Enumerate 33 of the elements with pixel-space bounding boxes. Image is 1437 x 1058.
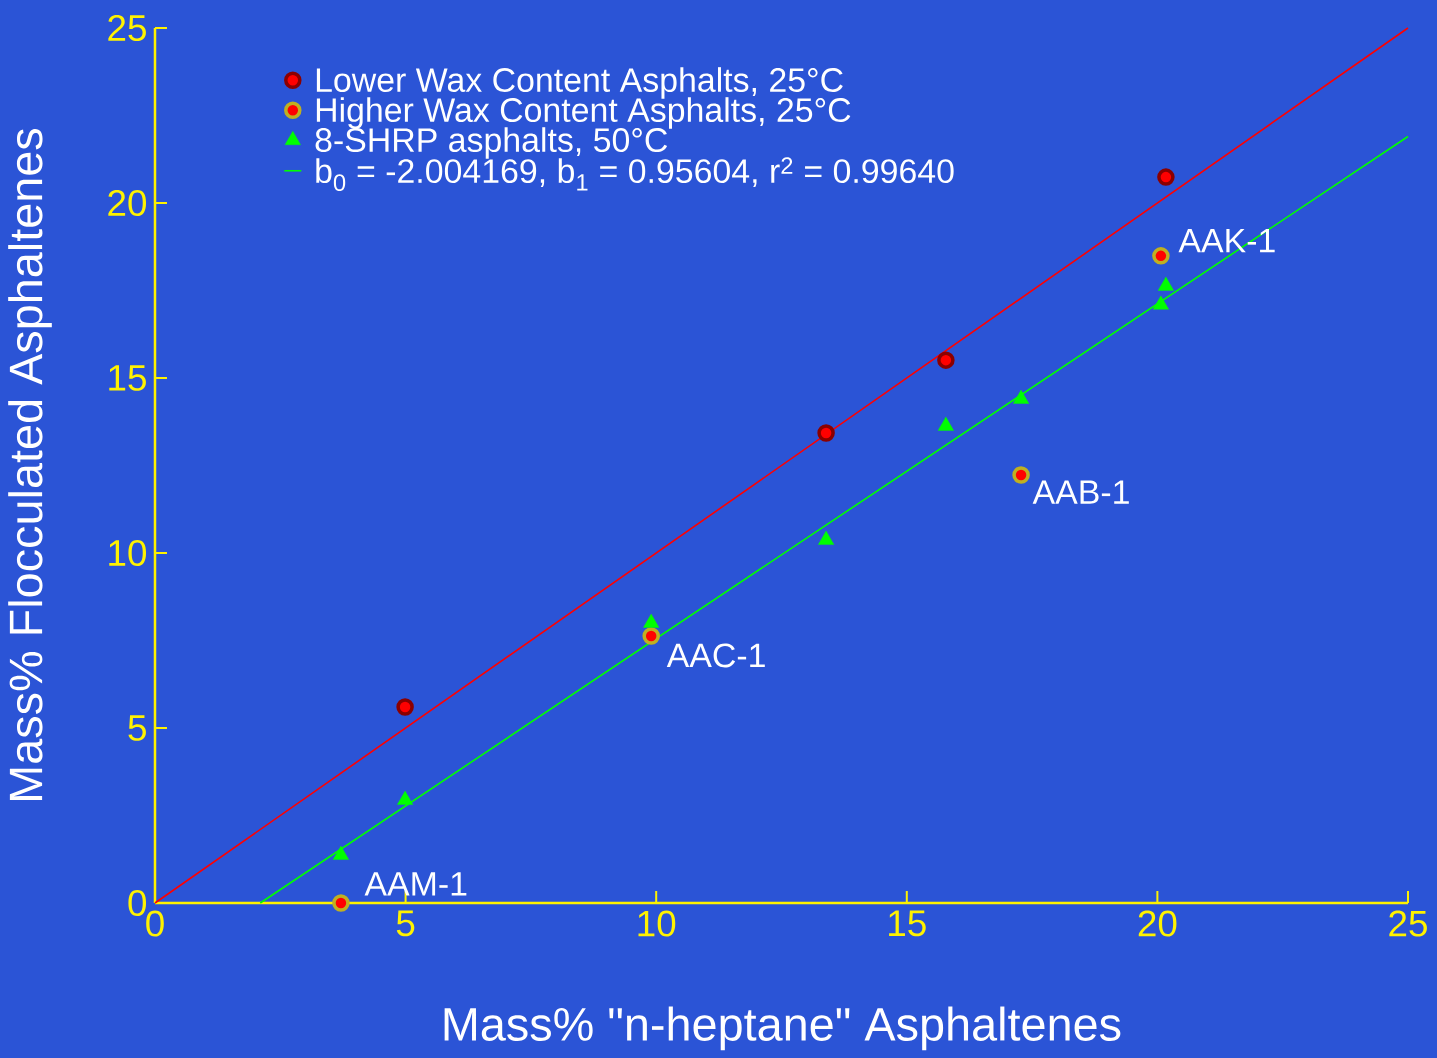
point — [1157, 168, 1175, 186]
point — [1012, 466, 1030, 484]
x-tick-label: 15 — [889, 910, 926, 937]
y-axis-title: Mass% Flocculated Asphaltenes — [8, 128, 52, 800]
point — [1157, 276, 1174, 291]
point — [818, 530, 835, 545]
y-tick-label: 20 — [108, 189, 147, 217]
point — [937, 351, 955, 369]
point — [1152, 247, 1170, 265]
x-tick-label: 25 — [1389, 910, 1427, 937]
point — [643, 613, 660, 628]
point — [332, 845, 349, 860]
point — [397, 790, 414, 805]
annotation: AAM-1 — [364, 872, 467, 896]
x-tick-label: 10 — [638, 910, 676, 937]
y-tick-label: 0 — [128, 889, 147, 917]
point — [396, 698, 414, 716]
x-tick-label: 0 — [146, 910, 164, 937]
x-tick-label: 20 — [1138, 910, 1177, 937]
x-axis-title: Mass% "n-heptane" Asphaltenes — [444, 1006, 1121, 1051]
point — [817, 424, 835, 442]
legend-label: 8-SHRP asphalts, 50°C — [315, 127, 668, 159]
point — [642, 627, 660, 645]
point — [937, 416, 954, 431]
y-tick-label: 25 — [108, 14, 146, 42]
point — [1152, 295, 1169, 310]
annotation: AAB-1 — [1032, 480, 1129, 504]
x-tick-label: 5 — [396, 910, 415, 937]
annotation: AAC-1 — [666, 643, 765, 668]
y-tick-label: 5 — [128, 715, 146, 741]
point — [1013, 389, 1030, 404]
y-tick-label: 10 — [109, 539, 147, 567]
y-tick-label: 15 — [109, 365, 146, 391]
